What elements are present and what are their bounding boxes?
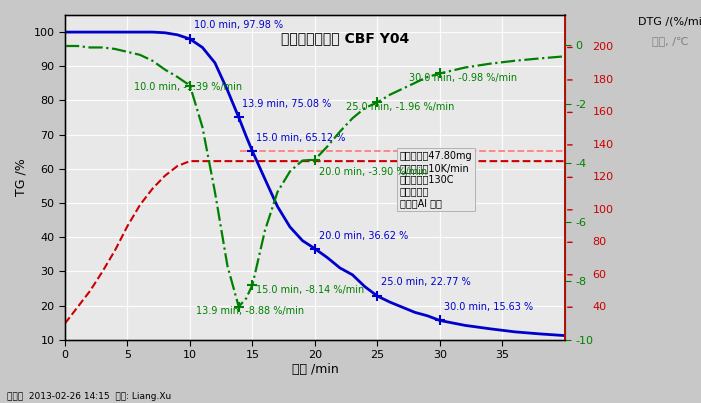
Text: 60: 60 xyxy=(592,270,606,280)
Text: 13.9 min, -8.88 %/min: 13.9 min, -8.88 %/min xyxy=(196,306,304,316)
Text: 13.9 min, 75.08 %: 13.9 min, 75.08 % xyxy=(243,99,332,109)
Text: 120: 120 xyxy=(592,172,613,183)
Text: 30.0 min, 15.63 %: 30.0 min, 15.63 % xyxy=(444,302,533,312)
Text: DTG /(%/min): DTG /(%/min) xyxy=(638,16,701,26)
Text: 140: 140 xyxy=(592,140,613,150)
Y-axis label: TG /%: TG /% xyxy=(15,158,28,196)
Text: 80: 80 xyxy=(592,237,606,247)
Text: 25.0 min, -1.96 %/min: 25.0 min, -1.96 %/min xyxy=(346,102,454,112)
Text: 主窗口  2013-02-26 14:15  用户: Liang.Xu: 主窗口 2013-02-26 14:15 用户: Liang.Xu xyxy=(7,392,171,401)
Text: 20.0 min, -3.90 %/min: 20.0 min, -3.90 %/min xyxy=(319,167,427,177)
Text: 样品称重：47.80mg
升温速率：10K/min
恒温温度：130C
气氛：真空
坩埚：Al 敞口: 样品称重：47.80mg 升温速率：10K/min 恒温温度：130C 气氛：真… xyxy=(400,152,472,208)
Text: 20.0 min, 36.62 %: 20.0 min, 36.62 % xyxy=(319,231,408,241)
Text: 160: 160 xyxy=(592,108,613,117)
Text: 10.0 min, 97.98 %: 10.0 min, 97.98 % xyxy=(193,21,283,30)
Text: 30.0 min, -0.98 %/min: 30.0 min, -0.98 %/min xyxy=(409,73,517,83)
Text: 100: 100 xyxy=(592,205,613,215)
Text: 15.0 min, -8.14 %/min: 15.0 min, -8.14 %/min xyxy=(256,285,365,295)
Text: 全氟聚醚润滑油 CBF Y04: 全氟聚醚润滑油 CBF Y04 xyxy=(281,31,409,45)
X-axis label: 时间 /min: 时间 /min xyxy=(292,363,339,376)
Text: 200: 200 xyxy=(592,42,613,52)
Text: 40: 40 xyxy=(592,302,606,312)
Text: 180: 180 xyxy=(592,75,613,85)
Text: 15.0 min, 65.12 %: 15.0 min, 65.12 % xyxy=(256,133,346,143)
Text: 10.0 min, -1.39 %/min: 10.0 min, -1.39 %/min xyxy=(134,82,242,92)
Text: 25.0 min, 22.77 %: 25.0 min, 22.77 % xyxy=(381,277,471,287)
Text: 温度, /℃: 温度, /℃ xyxy=(652,36,688,46)
